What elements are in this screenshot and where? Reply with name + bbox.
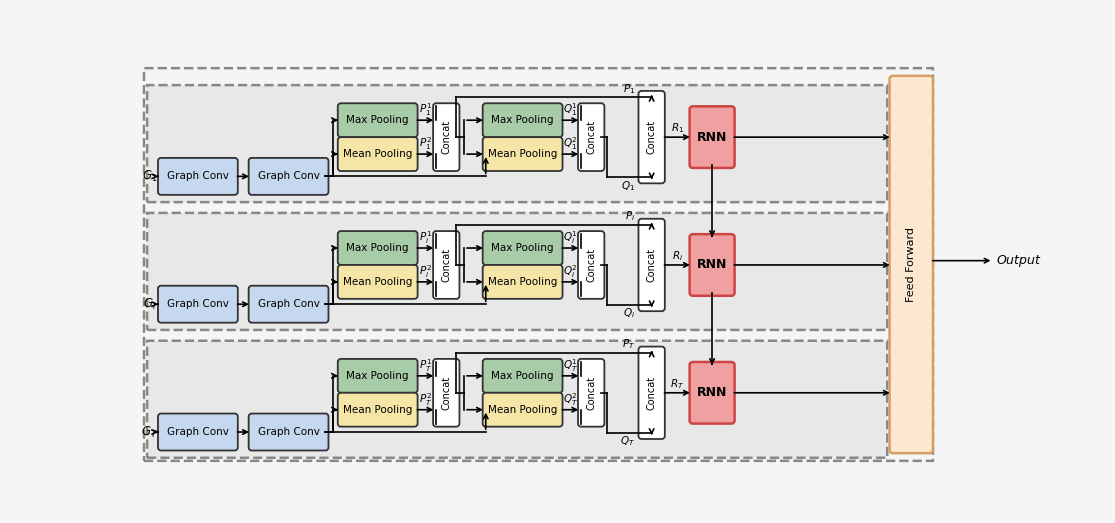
FancyBboxPatch shape <box>483 231 563 265</box>
Text: $P_T$: $P_T$ <box>622 337 636 351</box>
Text: $P_T^1$: $P_T^1$ <box>419 357 432 374</box>
Text: Graph Conv: Graph Conv <box>258 427 320 437</box>
FancyBboxPatch shape <box>338 137 418 171</box>
FancyBboxPatch shape <box>433 103 459 171</box>
Text: Graph Conv: Graph Conv <box>258 172 320 181</box>
FancyBboxPatch shape <box>338 393 418 427</box>
Text: $R_1$: $R_1$ <box>670 121 683 135</box>
Text: Concat: Concat <box>586 120 597 154</box>
Text: $Q_1$: $Q_1$ <box>621 179 636 192</box>
Text: $P_1^1$: $P_1^1$ <box>419 101 432 118</box>
Text: $Q_T$: $Q_T$ <box>620 435 636 448</box>
Text: $Q_i$: $Q_i$ <box>623 306 636 321</box>
Text: $Q_T^2$: $Q_T^2$ <box>563 391 578 408</box>
Text: Mean Pooling: Mean Pooling <box>488 277 558 287</box>
FancyBboxPatch shape <box>338 231 418 265</box>
Text: $G_T$: $G_T$ <box>142 425 158 439</box>
FancyBboxPatch shape <box>158 414 237 450</box>
Text: $G_i$: $G_i$ <box>143 297 156 312</box>
Text: RNN: RNN <box>697 386 727 399</box>
FancyBboxPatch shape <box>158 286 237 323</box>
FancyBboxPatch shape <box>483 393 563 427</box>
Text: Max Pooling: Max Pooling <box>492 371 554 381</box>
Text: Concat: Concat <box>586 376 597 410</box>
Text: Graph Conv: Graph Conv <box>167 427 229 437</box>
Text: $R_T$: $R_T$ <box>670 377 685 391</box>
Text: Max Pooling: Max Pooling <box>492 115 554 125</box>
Text: Concat: Concat <box>647 248 657 282</box>
Text: $P_i^1$: $P_i^1$ <box>419 229 432 246</box>
Text: $Q_1^2$: $Q_1^2$ <box>563 135 578 152</box>
Text: Mean Pooling: Mean Pooling <box>343 405 413 415</box>
Text: RNN: RNN <box>697 131 727 144</box>
Text: $Q_1^1$: $Q_1^1$ <box>563 101 578 118</box>
Text: $P_i$: $P_i$ <box>626 210 636 223</box>
Text: Mean Pooling: Mean Pooling <box>488 405 558 415</box>
FancyBboxPatch shape <box>147 213 888 330</box>
Text: Mean Pooling: Mean Pooling <box>343 149 413 159</box>
Text: Max Pooling: Max Pooling <box>347 243 409 253</box>
Text: Max Pooling: Max Pooling <box>492 243 554 253</box>
FancyBboxPatch shape <box>483 137 563 171</box>
Text: Concat: Concat <box>586 248 597 282</box>
FancyBboxPatch shape <box>158 158 237 195</box>
Text: Mean Pooling: Mean Pooling <box>343 277 413 287</box>
Text: $P_1$: $P_1$ <box>623 82 636 96</box>
FancyBboxPatch shape <box>433 231 459 299</box>
FancyBboxPatch shape <box>144 68 933 461</box>
FancyBboxPatch shape <box>890 76 933 453</box>
FancyBboxPatch shape <box>483 265 563 299</box>
Text: Feed Forward: Feed Forward <box>906 227 917 302</box>
Text: Concat: Concat <box>647 376 657 410</box>
Text: Max Pooling: Max Pooling <box>347 115 409 125</box>
FancyBboxPatch shape <box>433 359 459 427</box>
FancyBboxPatch shape <box>483 359 563 393</box>
FancyBboxPatch shape <box>639 347 665 439</box>
Text: Graph Conv: Graph Conv <box>258 299 320 309</box>
Text: $R_i$: $R_i$ <box>671 249 682 263</box>
FancyBboxPatch shape <box>338 359 418 393</box>
Text: $P_1^2$: $P_1^2$ <box>419 135 432 152</box>
Text: Max Pooling: Max Pooling <box>347 371 409 381</box>
FancyBboxPatch shape <box>689 234 735 296</box>
Text: Concat: Concat <box>442 248 452 282</box>
Text: Graph Conv: Graph Conv <box>167 172 229 181</box>
FancyBboxPatch shape <box>249 158 329 195</box>
Text: $Q_i^1$: $Q_i^1$ <box>563 229 578 246</box>
Text: Concat: Concat <box>442 120 452 154</box>
FancyBboxPatch shape <box>689 106 735 168</box>
FancyBboxPatch shape <box>147 85 888 202</box>
FancyBboxPatch shape <box>338 103 418 137</box>
FancyBboxPatch shape <box>338 265 418 299</box>
Text: $\it{Output}$: $\it{Output}$ <box>996 253 1041 269</box>
FancyBboxPatch shape <box>639 91 665 184</box>
Text: $P_T^2$: $P_T^2$ <box>419 391 432 408</box>
Text: $P_i^2$: $P_i^2$ <box>419 263 432 280</box>
FancyBboxPatch shape <box>578 103 604 171</box>
FancyBboxPatch shape <box>249 286 329 323</box>
Text: Graph Conv: Graph Conv <box>167 299 229 309</box>
Text: $Q_T^1$: $Q_T^1$ <box>563 357 578 374</box>
Text: Concat: Concat <box>647 120 657 154</box>
FancyBboxPatch shape <box>578 359 604 427</box>
Text: Concat: Concat <box>442 376 452 410</box>
FancyBboxPatch shape <box>639 219 665 311</box>
Text: $G_1$: $G_1$ <box>142 169 157 184</box>
FancyBboxPatch shape <box>483 103 563 137</box>
FancyBboxPatch shape <box>147 340 888 458</box>
Text: Mean Pooling: Mean Pooling <box>488 149 558 159</box>
FancyBboxPatch shape <box>578 231 604 299</box>
Text: RNN: RNN <box>697 258 727 271</box>
Text: $Q_i^2$: $Q_i^2$ <box>563 263 578 280</box>
FancyBboxPatch shape <box>249 414 329 450</box>
FancyBboxPatch shape <box>689 362 735 424</box>
